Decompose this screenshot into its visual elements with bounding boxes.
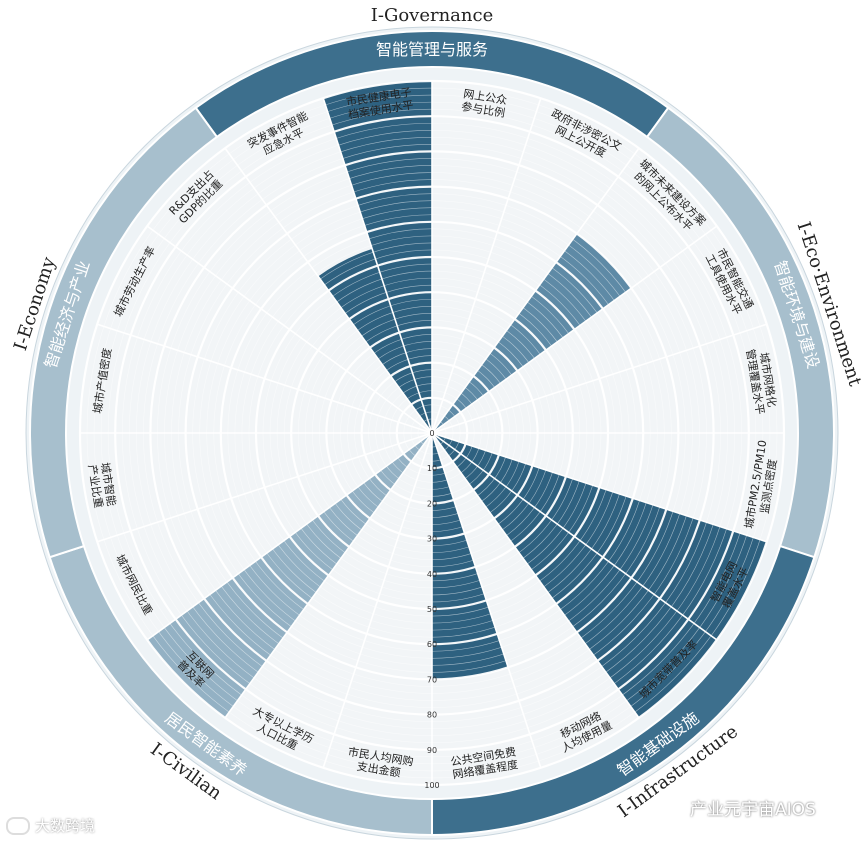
bar <box>432 433 509 680</box>
chart-grid <box>78 79 786 787</box>
grid-spoke <box>146 432 433 641</box>
watermark-left-text: 大数跨境 <box>35 817 96 835</box>
band-economy <box>29 106 219 559</box>
grid-spoke <box>431 432 640 719</box>
grid-spoke <box>431 323 768 434</box>
tick-label: 60 <box>427 640 437 649</box>
watermark-logo-icon <box>6 816 30 835</box>
grid-spoke <box>431 432 718 641</box>
indicator-label-line: 支出金额 <box>356 759 402 780</box>
grid-spoke <box>431 432 768 543</box>
tick-label: 0 <box>429 429 434 438</box>
grid-spoke <box>431 97 542 434</box>
tick-label: 30 <box>427 535 437 544</box>
grid-spoke <box>146 225 433 434</box>
chart-band <box>29 30 835 837</box>
indicator-label-line: 参与比例 <box>460 99 506 120</box>
bar <box>147 433 432 718</box>
watermark-right-text: 产业元宇宙AIOS <box>690 800 816 820</box>
tick-label: 50 <box>427 605 437 614</box>
watermark-right: 产业元宇宙AIOS <box>660 795 816 820</box>
tick-label: 20 <box>427 499 437 508</box>
indicator-label-line: 产业比重 <box>85 463 106 509</box>
grid-spoke <box>322 97 433 434</box>
chart-ticks: 0 10 20 30 40 50 60 70 80 90 100 <box>424 429 439 790</box>
tick-label: 40 <box>427 570 437 579</box>
tick-label: 90 <box>427 746 437 755</box>
wechat-icon <box>660 797 684 818</box>
tick-label: 70 <box>427 675 437 684</box>
bar <box>323 81 432 433</box>
grid-spoke <box>431 147 640 434</box>
tick-label: 80 <box>427 711 437 720</box>
grid-spoke <box>431 432 542 769</box>
grid-spoke <box>224 147 433 434</box>
tick-label: 10 <box>427 464 437 473</box>
grid-spoke <box>96 323 433 434</box>
bar <box>318 248 432 433</box>
tick-label: 100 <box>424 781 439 790</box>
grid-spoke <box>96 432 433 543</box>
grid-spoke <box>224 432 433 719</box>
indicator-label-line: 城市智能 <box>98 461 119 507</box>
grid-spoke <box>431 225 718 434</box>
bar <box>432 433 717 718</box>
grid-spoke <box>322 432 433 769</box>
band-label-governance: 智能管理与服务 <box>376 40 488 59</box>
dimension-title-governance: I-Governance <box>371 5 493 26</box>
watermark-left: 大数跨境 <box>6 815 95 836</box>
